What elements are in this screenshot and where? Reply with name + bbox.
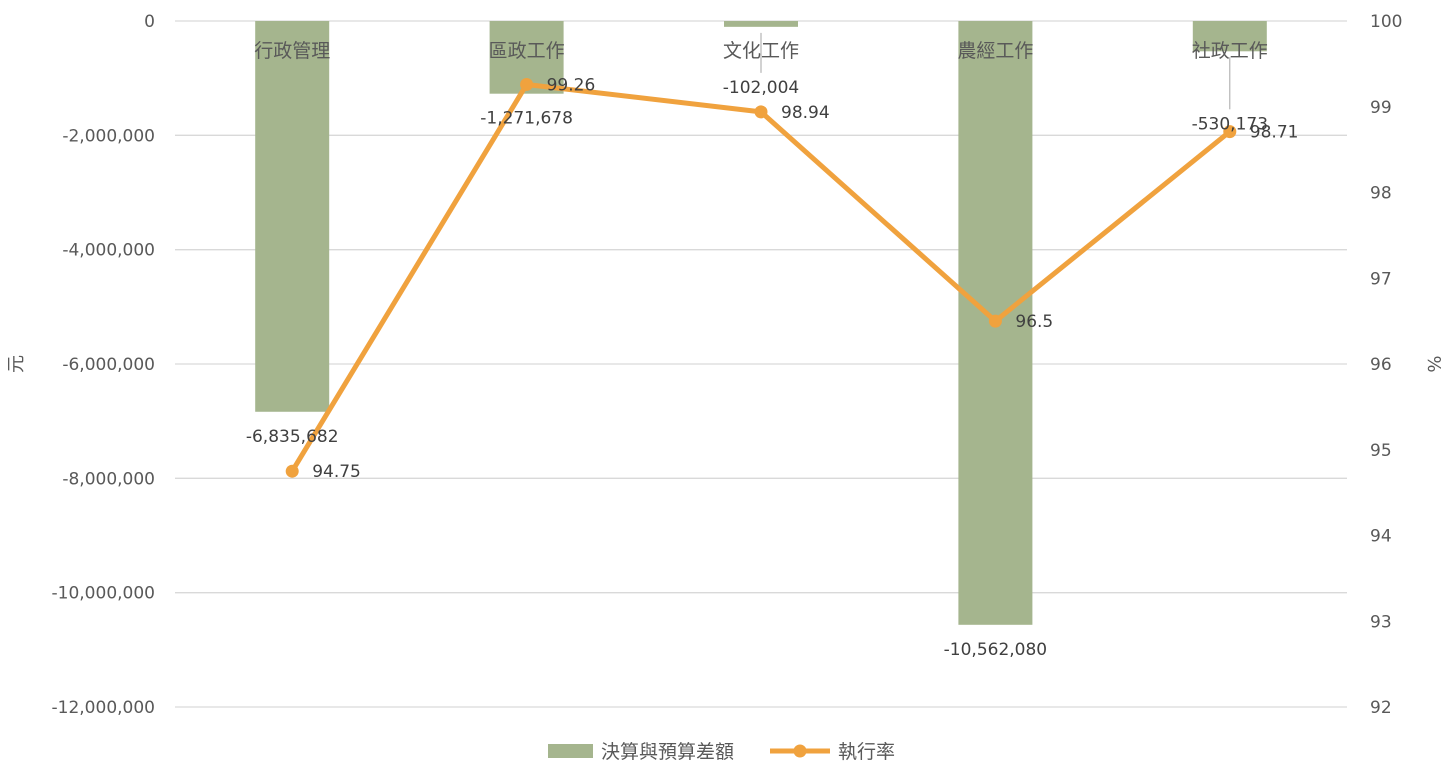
- line-data-label: 96.5: [1015, 312, 1053, 332]
- right-axis-title: %: [1423, 355, 1444, 372]
- category-label: 行政管理: [254, 40, 330, 62]
- left-tick-label: -4,000,000: [62, 241, 155, 261]
- bar: [1192, 21, 1267, 52]
- left-axis-title: 元: [6, 355, 27, 373]
- line-path: [289, 81, 1233, 474]
- left-tick-label: -8,000,000: [62, 469, 155, 489]
- left-tick-label: -2,000,000: [62, 126, 155, 146]
- legend-line-marker: [793, 744, 807, 758]
- leader-lines: [760, 32, 1231, 110]
- left-axis-ticks: 0 -2,000,000 -4,000,000 -6,000,000 -8,000,00…: [52, 12, 155, 718]
- category-label: 區政工作: [489, 40, 565, 62]
- bar-data-label: -530,173: [1192, 114, 1268, 134]
- left-tick-label: -10,000,000: [52, 584, 155, 604]
- right-tick-label: 97: [1370, 269, 1392, 289]
- left-tick-label: -6,000,000: [62, 355, 155, 375]
- category-label: 社政工作: [1192, 40, 1268, 62]
- line-data-labels: 94.75 99.26 98.94 96.5 98.71: [312, 75, 1298, 482]
- right-tick-label: 98: [1370, 184, 1392, 204]
- legend-line-label: 執行率: [838, 741, 895, 763]
- right-tick-label: 96: [1370, 355, 1392, 375]
- right-tick-label: 92: [1370, 698, 1392, 718]
- line-point: [988, 314, 1002, 328]
- right-axis-ticks: 100 99 98 97 96 95 94 93 92: [1370, 12, 1402, 718]
- legend-bar-swatch: [548, 744, 593, 758]
- line-point: [1223, 125, 1237, 139]
- right-tick-label: 99: [1370, 98, 1392, 118]
- bar-data-label: -1,271,678: [480, 109, 573, 129]
- right-tick-label: 95: [1370, 441, 1392, 461]
- bar-data-labels: -6,835,682 -1,271,678 -102,004 -10,562,080 -…: [246, 78, 1268, 660]
- legend-bar-label: 決算與預算差額: [601, 741, 734, 763]
- line-data-label: 99.26: [547, 75, 596, 95]
- line-point: [520, 77, 534, 91]
- line-data-label: 94.75: [312, 462, 361, 482]
- line-data-label: 98.71: [1250, 123, 1299, 143]
- line-point: [754, 105, 768, 119]
- bar: [255, 21, 330, 412]
- right-tick-label: 100: [1370, 12, 1402, 32]
- bar-data-label: -102,004: [723, 78, 799, 98]
- left-tick-label: -12,000,000: [52, 698, 155, 718]
- line-series: [285, 77, 1237, 478]
- line-data-label: 98.94: [781, 103, 830, 123]
- bar: [724, 21, 798, 27]
- category-label: 農經工作: [957, 40, 1033, 62]
- bar-data-label: -10,562,080: [944, 640, 1047, 660]
- line-point: [285, 464, 299, 478]
- right-tick-label: 93: [1370, 612, 1392, 632]
- left-tick-label: 0: [144, 12, 155, 32]
- bar-data-label: -6,835,682: [246, 427, 339, 447]
- right-tick-label: 94: [1370, 527, 1392, 547]
- legend: 決算與預算差額 執行率: [548, 741, 895, 763]
- gridlines: [175, 20, 1347, 708]
